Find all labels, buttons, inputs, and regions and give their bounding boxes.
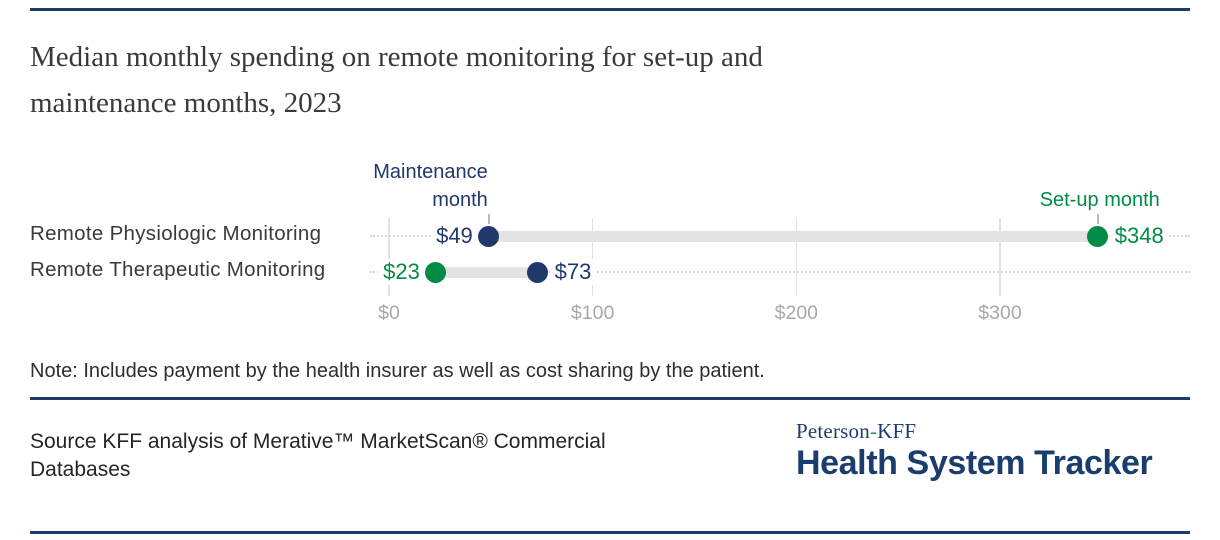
chart-title: Median monthly spending on remote monito… — [30, 34, 1170, 126]
logo-hyphen: - — [869, 419, 878, 443]
peterson-kff-wordmark: Peterson-KFF — [796, 419, 1152, 443]
setup-month-annotation: Set-up month — [1039, 189, 1160, 211]
maintenance-month-annotation: Maintenance month — [373, 161, 488, 211]
gridline — [591, 218, 594, 296]
divider-rule — [30, 397, 1190, 400]
health-system-tracker-wordmark: Health System Tracker — [796, 444, 1153, 482]
dumbbell-chart: $0 $100 $200 $300 Remote Physiologic Monitor… — [0, 150, 1220, 335]
x-axis-tick-label: $300 — [978, 302, 1022, 324]
top-border-rule — [30, 8, 1190, 11]
logo-kff: KFF — [877, 419, 917, 443]
source-text: Source KFF analysis of Merative™ MarketS… — [30, 428, 606, 484]
x-axis-tick-label: $100 — [570, 302, 615, 324]
annotation-pointer-tick — [488, 214, 490, 224]
row-connector-bar — [435, 266, 538, 278]
x-axis-tick-label: $200 — [774, 302, 819, 324]
setup-dot — [425, 261, 447, 283]
maintenance-dot — [527, 261, 549, 283]
source-line1: Source KFF analysis of Merative™ MarketS… — [30, 430, 606, 453]
category-label: Remote Physiologic Monitoring — [30, 222, 322, 245]
row-connector-bar — [488, 230, 1098, 242]
source-line2: Databases — [30, 458, 131, 481]
value-label: $49 — [431, 223, 478, 249]
row-leader-dotted-line — [370, 271, 1190, 273]
value-label: $348 — [1109, 223, 1169, 249]
brand-logo: Peterson-KFF Health System Tracker — [796, 419, 1153, 482]
gridline — [388, 218, 390, 296]
chart-note: Note: Includes payment by the health ins… — [30, 360, 765, 382]
category-label: Remote Therapeutic Monitoring — [30, 258, 326, 281]
value-label: $23 — [378, 259, 425, 285]
chart-title-line1: Median monthly spending on remote monito… — [30, 41, 763, 73]
bottom-border-rule — [30, 531, 1190, 534]
gridline — [999, 218, 1001, 296]
value-label: $73 — [549, 259, 597, 285]
x-axis-tick-label: $0 — [378, 302, 400, 324]
annotation-pointer-tick — [1097, 214, 1099, 224]
setup-dot — [1087, 225, 1109, 247]
logo-peterson: Peterson — [796, 419, 870, 443]
gridline — [795, 218, 798, 296]
maintenance-dot — [478, 225, 500, 247]
chart-title-line2: maintenance months, 2023 — [30, 87, 342, 119]
